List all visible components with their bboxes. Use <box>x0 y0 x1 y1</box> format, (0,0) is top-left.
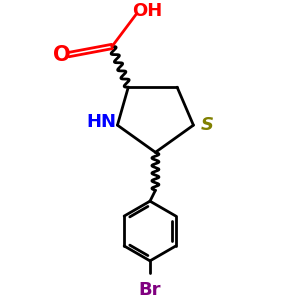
Text: S: S <box>200 116 214 134</box>
Text: O: O <box>53 45 70 64</box>
Text: Br: Br <box>139 281 161 299</box>
Text: OH: OH <box>132 2 162 20</box>
Text: HN: HN <box>86 113 116 131</box>
